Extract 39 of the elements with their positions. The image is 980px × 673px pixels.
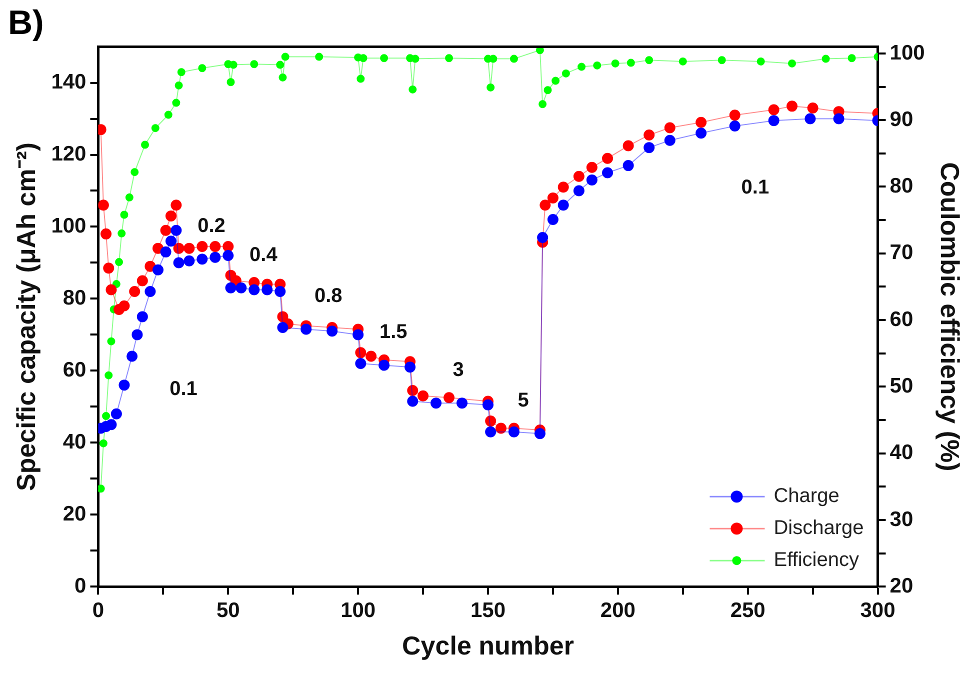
legend-label: Discharge [774,517,864,540]
annotation: 3 [452,358,464,381]
y2-tick-label: 50 [890,374,914,398]
x-axis-title: Cycle number [402,630,574,661]
y2-tick-label: 30 [890,508,914,531]
annotation: 0.1 [741,176,770,199]
y2-tick-label: 70 [890,241,914,264]
y-axis-title: Specific capacity (μAh cm⁻²) [10,142,41,491]
annotation: 1.5 [379,321,408,344]
y2-tick-label: 40 [890,441,914,464]
y2-tick-label: 90 [890,108,914,131]
y2-tick-label: 20 [890,574,914,598]
annotation: 0.4 [250,244,278,266]
x-tick-label: 100 [340,598,376,622]
x-tick-label: 300 [860,598,896,622]
y2-tick-label: 60 [890,308,914,331]
y2-tick-label: 80 [890,174,914,198]
annotation: 5 [518,390,529,412]
y-tick-label: 0 [74,574,86,598]
y-tick-label: 140 [51,70,86,94]
legend-label: Charge [774,485,840,508]
y-tick-label: 120 [51,142,86,166]
y-tick-label: 40 [62,430,86,454]
x-tick-label: 150 [470,598,506,622]
x-tick-label: 0 [92,598,104,622]
y-tick-label: 60 [62,358,86,382]
annotation: 0.8 [314,285,342,308]
y-tick-label: 100 [51,214,86,238]
y2-axis-title: Coulombic efficiency (%) [935,162,966,472]
x-tick-label: 50 [216,598,240,622]
annotation: 0.1 [170,378,198,400]
chart-title: B) [8,4,44,42]
y2-tick-label: 100 [890,41,925,64]
annotation: 0.2 [198,215,226,238]
y-tick-label: 80 [62,286,86,310]
x-tick-label: 250 [730,598,766,622]
y-tick-label: 20 [62,502,86,526]
legend-label: Efficiency [774,549,859,572]
x-tick-label: 200 [600,598,636,622]
